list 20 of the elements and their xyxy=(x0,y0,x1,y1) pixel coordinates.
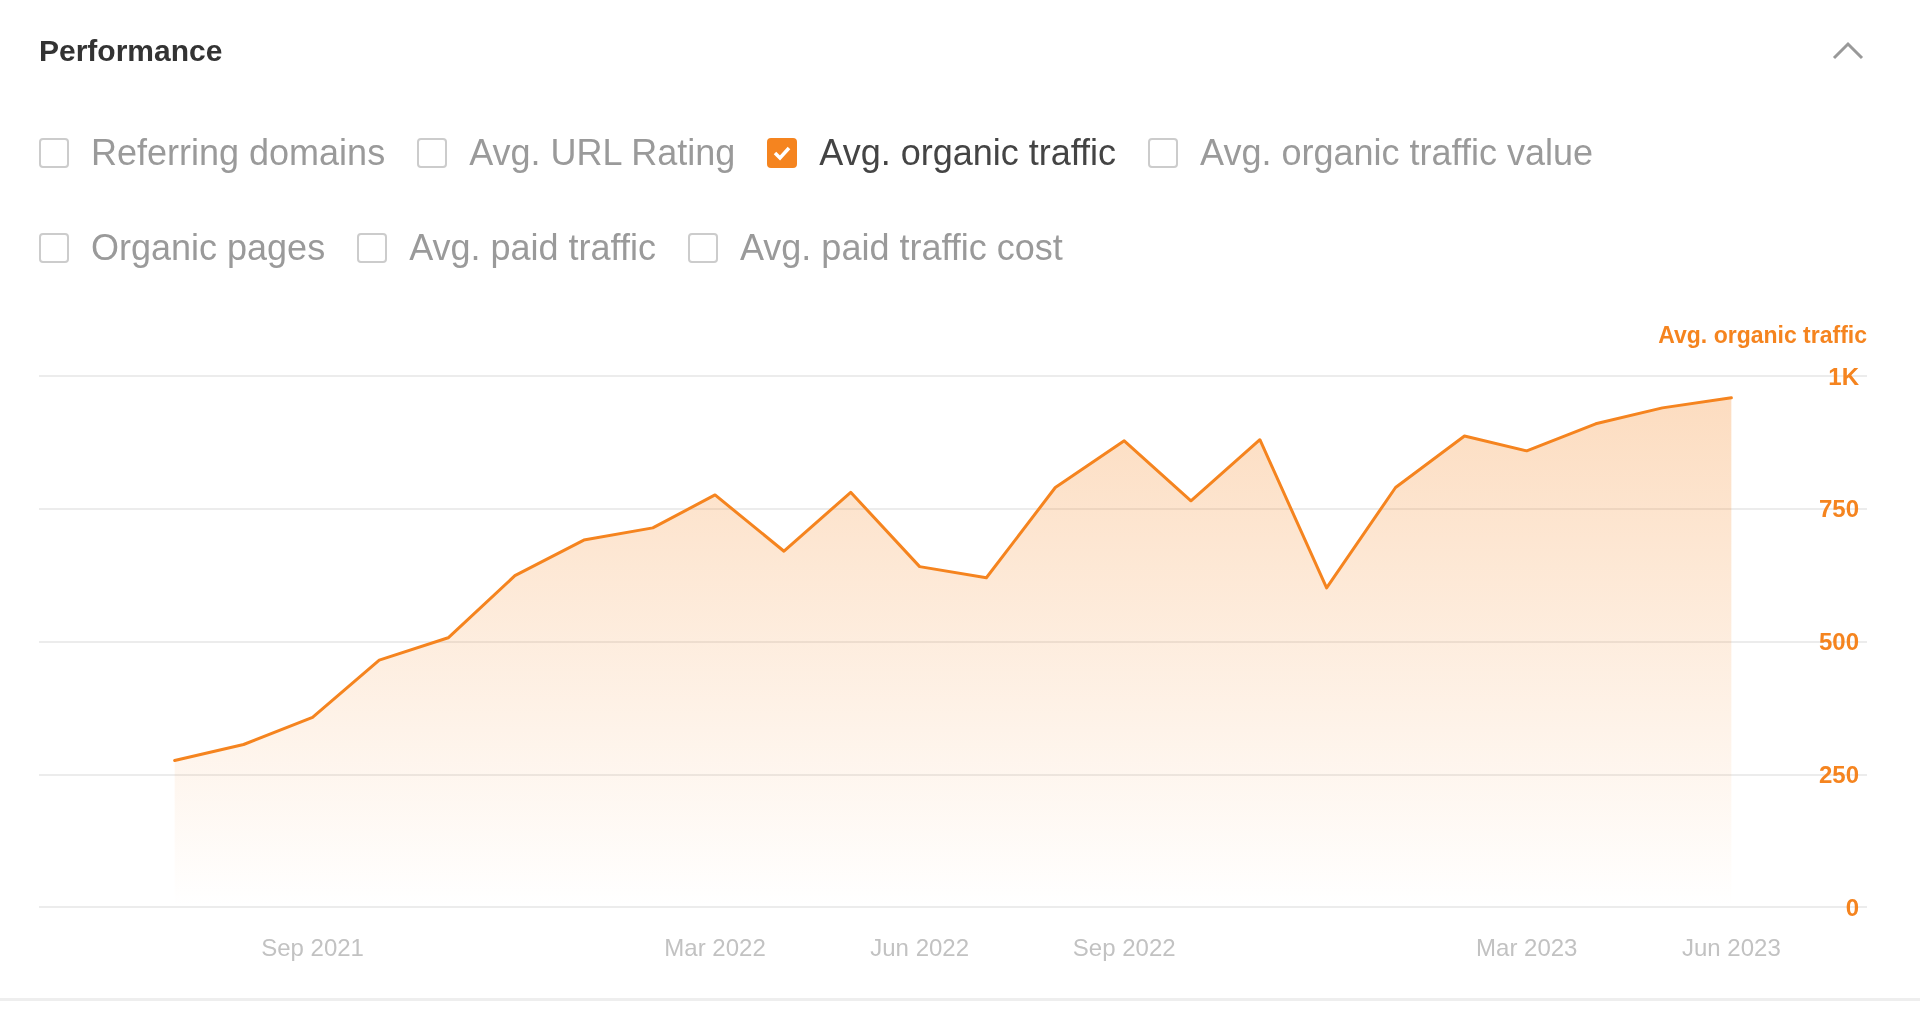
y-axis-title: Avg. organic traffic xyxy=(1658,321,1868,348)
text: Organic pages xyxy=(91,227,326,269)
legend-label: Avg. organic traffic xyxy=(819,132,1117,174)
x-tick-label: Jun 2023 xyxy=(1681,933,1781,961)
text: Avg. URL Rating xyxy=(469,132,736,174)
text: Avg. paid traffic cost xyxy=(739,227,1063,269)
text: Referring domains xyxy=(91,132,386,174)
x-tick-label: Mar 2022 xyxy=(664,933,766,961)
y-tick-label: 0 xyxy=(1845,893,1859,921)
text: Avg. organic traffic value xyxy=(1200,132,1593,174)
y-tick-label: 500 xyxy=(1818,628,1859,655)
x-tick-label: Jun 2022 xyxy=(870,933,970,961)
y-tick-label: 1K xyxy=(1828,362,1860,390)
y-tick-label: 750 xyxy=(1818,495,1859,523)
chart-title: Performance xyxy=(39,34,223,68)
x-tick-label: Sep 2022 xyxy=(1072,933,1176,961)
x-tick-label: Sep 2021 xyxy=(261,933,364,961)
y-tick-label: 250 xyxy=(1818,760,1859,788)
text: Avg. paid traffic xyxy=(409,227,656,269)
x-tick-label: Mar 2023 xyxy=(1476,933,1578,961)
